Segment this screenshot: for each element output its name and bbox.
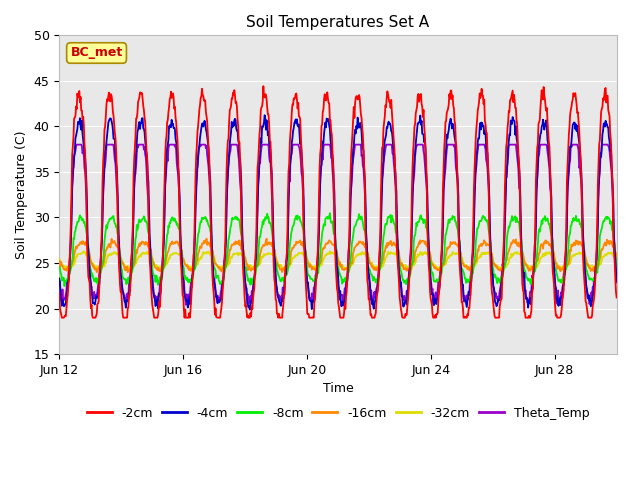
X-axis label: Time: Time — [323, 383, 353, 396]
Legend: -2cm, -4cm, -8cm, -16cm, -32cm, Theta_Temp: -2cm, -4cm, -8cm, -16cm, -32cm, Theta_Te… — [81, 402, 595, 425]
Y-axis label: Soil Temperature (C): Soil Temperature (C) — [15, 131, 28, 259]
Text: BC_met: BC_met — [70, 47, 123, 60]
Title: Soil Temperatures Set A: Soil Temperatures Set A — [246, 15, 429, 30]
